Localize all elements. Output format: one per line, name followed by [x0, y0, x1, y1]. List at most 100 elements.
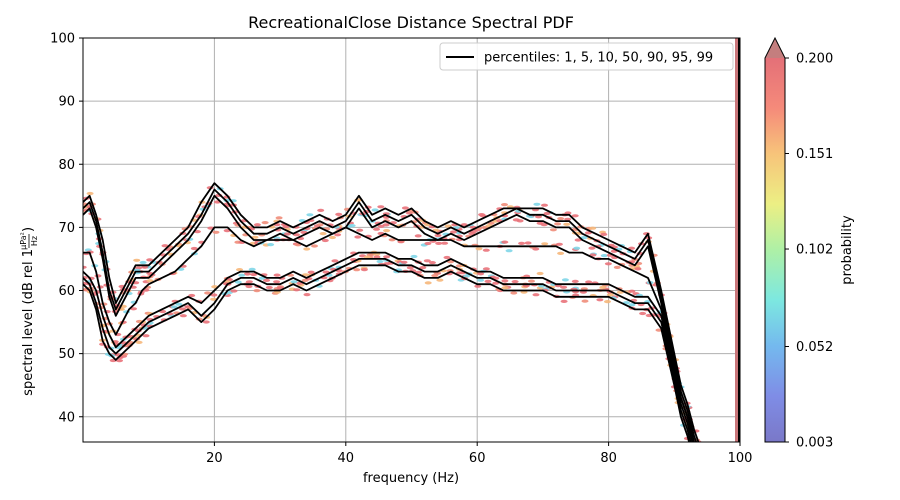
pdf-speckle: [511, 280, 519, 284]
pdf-speckle: [482, 248, 490, 252]
pdf-speckle: [250, 272, 258, 277]
pdf-speckle: [377, 224, 385, 228]
pdf-speckle: [410, 254, 418, 259]
pdf-speckle: [560, 285, 568, 289]
pdf-speckle: [251, 235, 259, 239]
pdf-speckle: [317, 208, 325, 212]
y-tick-label: 50: [58, 347, 75, 362]
percentile-line: [83, 194, 695, 442]
colorbar-extend-triangle: [765, 38, 785, 58]
y-axis-label: spectral level (dB rel 1 μPa² Hz ): [19, 227, 39, 396]
pdf-speckle: [692, 447, 699, 450]
pdf-speckle: [415, 270, 422, 274]
pdf-speckle: [634, 267, 642, 271]
pdf-speckle: [267, 243, 275, 247]
colorbar-gradient: [765, 58, 785, 442]
pdf-speckle: [321, 238, 329, 243]
pdf-speckle: [600, 232, 608, 236]
pdf-speckle: [622, 301, 630, 305]
pdf-speckle: [697, 460, 704, 463]
plot-frame: [82, 37, 741, 443]
pdf-speckle: [474, 284, 482, 288]
pdf-speckle: [193, 230, 201, 234]
pdf-speckle: [428, 261, 436, 265]
pdf-speckle: [543, 211, 551, 216]
pdf-speckle: [557, 217, 565, 221]
percentile-line: [83, 257, 692, 442]
y-tick-label: 90: [58, 95, 75, 110]
pdf-speckle: [560, 299, 568, 303]
pdf-speckle: [273, 273, 281, 277]
pdf-speckle: [613, 265, 621, 269]
pdf-speckle: [574, 238, 582, 242]
y-tick-label: 100: [50, 32, 75, 47]
pdf-speckle: [236, 268, 243, 272]
pdf-speckle: [334, 233, 342, 237]
pdf-speckle: [695, 456, 702, 459]
pdf-speckle: [588, 246, 596, 250]
pdf-speckle: [253, 289, 261, 293]
y-tick-label: 40: [58, 410, 75, 425]
pdf-speckle: [549, 228, 557, 232]
pdf-speckle: [348, 224, 356, 228]
pdf-speckle: [141, 265, 149, 269]
x-tick-label: 40: [338, 451, 355, 466]
pdf-speckle: [329, 235, 336, 240]
colorbar-tick-label: 0.003: [796, 436, 833, 451]
pdf-speckle: [524, 241, 532, 245]
colorbar-tick-label: 0.102: [796, 243, 833, 258]
pdf-speckle: [555, 242, 563, 246]
pdf-speckle: [263, 278, 271, 282]
pdf-speckle: [691, 456, 698, 459]
pdf-speckle: [306, 213, 314, 217]
x-tick-label: 80: [600, 451, 617, 466]
x-tick-label: 60: [469, 451, 486, 466]
colorbar-outline: [764, 36, 786, 443]
pdf-speckle: [561, 278, 569, 282]
probability-density-speckles: [83, 186, 704, 471]
y-axis-label-main: spectral level (dB rel 1: [21, 249, 36, 396]
pdf-speckle: [690, 461, 697, 464]
pdf-speckle: [311, 244, 318, 248]
x-tick-label: 100: [728, 451, 753, 466]
colorbar-label: probability: [840, 215, 855, 285]
pdf-speckle: [406, 266, 414, 270]
pdf-speckle: [501, 203, 508, 207]
pdf-speckle: [293, 288, 301, 292]
y-tick-label: 80: [58, 158, 75, 173]
pdf-speckle: [589, 253, 597, 257]
chart-title: RecreationalClose Distance Spectral PDF: [248, 13, 574, 32]
pdf-speckle: [533, 202, 541, 206]
pdf-speckle: [290, 280, 298, 284]
pdf-speckle: [580, 287, 588, 291]
pdf-speckle: [190, 246, 198, 251]
pdf-speckle: [689, 449, 696, 452]
pdf-speckle: [596, 298, 604, 302]
pdf-speckle: [693, 444, 700, 447]
pdf-speckle: [628, 303, 636, 307]
x-axis-label: frequency (Hz): [363, 471, 459, 486]
pdf-speckle: [360, 268, 368, 272]
pdf-speckle: [116, 359, 123, 363]
pdf-speckle: [424, 241, 432, 246]
pdf-speckle: [478, 213, 486, 217]
pdf-speckle: [564, 217, 572, 221]
pdf-speckle: [135, 340, 143, 344]
colorbar-tick-label: 0.052: [796, 340, 833, 355]
pdf-speckle: [273, 280, 281, 284]
pdf-speckle: [400, 260, 408, 264]
y-axis-label-denominator: Hz: [30, 236, 39, 246]
pdf-speckle: [238, 273, 246, 277]
pdf-speckle: [695, 468, 702, 471]
pdf-speckle: [441, 241, 449, 245]
pdf-speckle: [133, 258, 141, 262]
percentile-lines: [83, 182, 700, 442]
pdf-speckle: [212, 230, 220, 234]
pdf-speckle: [599, 285, 607, 289]
pdf-speckle: [541, 242, 549, 246]
pdf-speckle: [401, 206, 409, 210]
pdf-speckle: [373, 227, 380, 231]
pdf-speckle: [456, 271, 464, 275]
pdf-speckle: [322, 270, 330, 274]
percentile-line: [83, 264, 690, 442]
